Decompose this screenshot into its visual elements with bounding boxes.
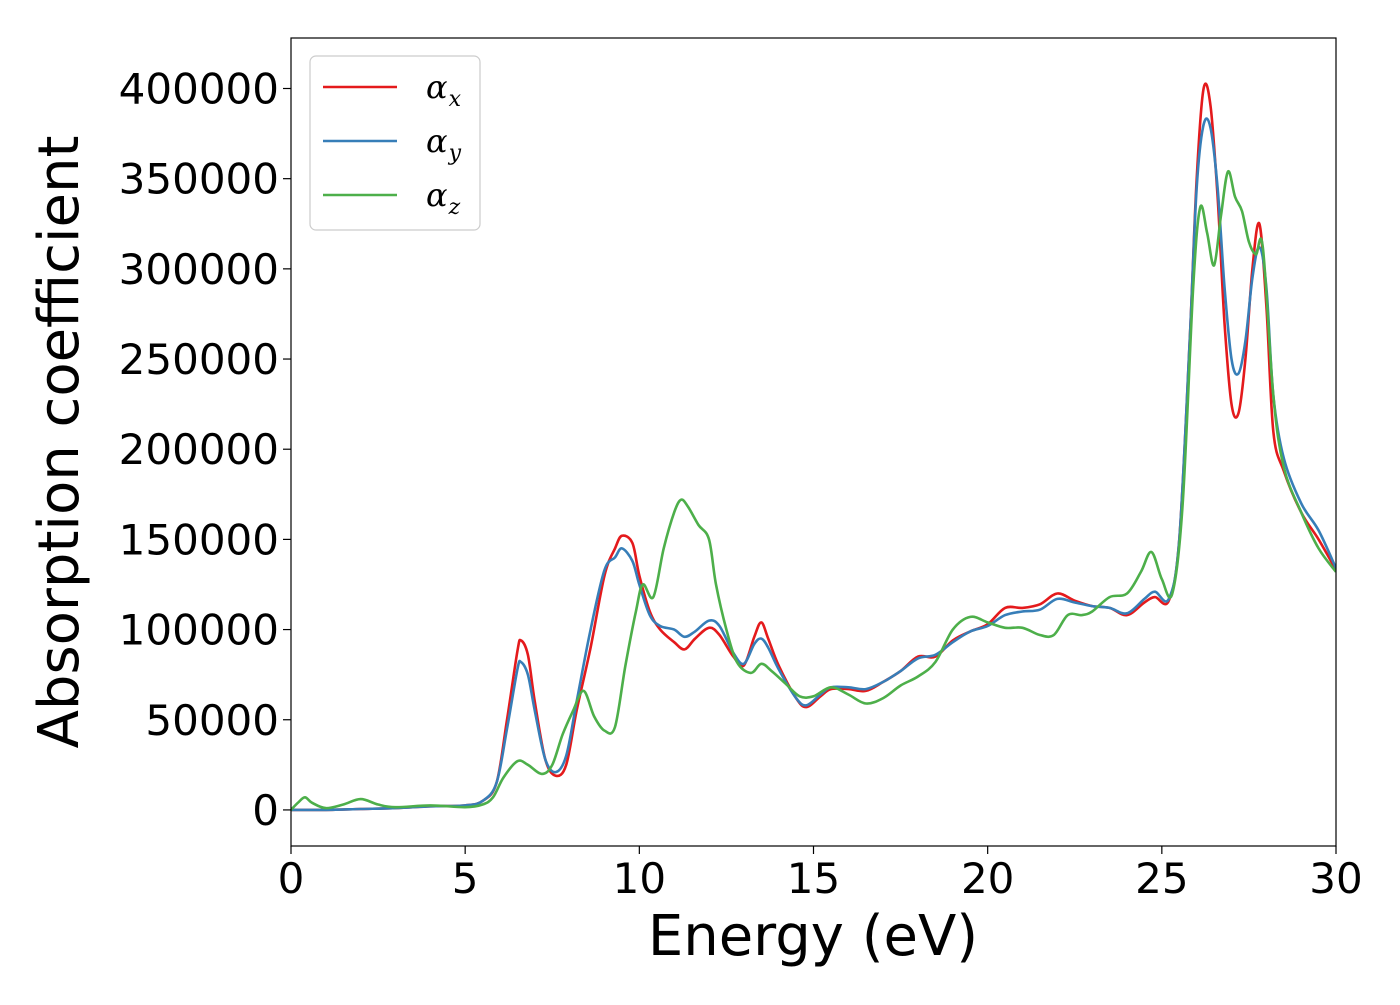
y-axis-title: Absorption coefficient	[27, 136, 92, 749]
y-tick-label: 300000	[119, 245, 279, 294]
x-tick-label: 5	[452, 854, 479, 903]
y-tick-label: 350000	[119, 155, 279, 204]
x-tick-label: 0	[278, 854, 305, 903]
legend: αx αy αz	[309, 55, 481, 231]
legend-label-x: αx	[426, 68, 462, 112]
x-tick-label: 15	[787, 854, 840, 903]
x-tick-label: 10	[613, 854, 666, 903]
y-tick-label: 250000	[119, 335, 279, 384]
legend-label-y: αy	[426, 122, 462, 166]
x-tick-label: 25	[1135, 854, 1188, 903]
y-tick-label: 100000	[119, 606, 279, 655]
series-line-y	[291, 117, 1336, 812]
y-tick-label: 50000	[145, 696, 279, 745]
y-tick-label: 0	[252, 786, 279, 835]
legend-label-z: αz	[426, 176, 461, 220]
y-tick-label: 150000	[119, 515, 279, 564]
legend-box	[309, 55, 481, 231]
series-line-z	[291, 170, 1336, 811]
y-tick-label: 400000	[119, 65, 279, 114]
x-tick-label: 30	[1309, 854, 1362, 903]
y-tick-label: 200000	[119, 425, 279, 474]
x-axis-title: Energy (eV)	[648, 904, 978, 969]
x-tick-label: 20	[961, 854, 1014, 903]
